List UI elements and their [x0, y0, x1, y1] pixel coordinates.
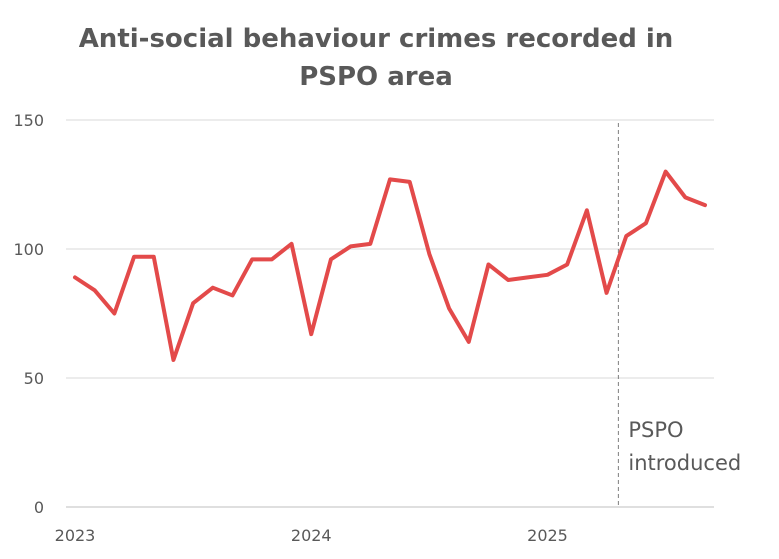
y-tick-label-0: 0: [34, 498, 44, 517]
chart-title: Anti-social behaviour crimes recorded in…: [0, 20, 752, 96]
data-point-4: [152, 255, 156, 259]
data-point-9: [250, 257, 254, 261]
data-point-14: [349, 244, 353, 248]
x-tick-label-2024: 2024: [291, 526, 332, 545]
x-tick-label-2023: 2023: [55, 526, 96, 545]
data-point-20: [467, 340, 471, 344]
data-point-1: [93, 288, 97, 292]
gridlines: [66, 119, 714, 508]
annotations: PSPO introduced: [617, 123, 741, 507]
data-point-13: [329, 257, 333, 261]
data-point-23: [526, 275, 530, 279]
data-point-21: [486, 262, 490, 266]
data-point-32: [703, 203, 707, 207]
data-point-12: [309, 332, 313, 336]
data-point-17: [408, 180, 412, 184]
data-point-18: [427, 252, 431, 256]
data-point-11: [290, 242, 294, 246]
data-point-6: [191, 301, 195, 305]
series-line-0: [73, 169, 707, 362]
data-point-16: [388, 177, 392, 181]
x-tick-label-2025: 2025: [527, 526, 568, 545]
data-point-8: [231, 293, 235, 297]
data-point-29: [644, 221, 648, 225]
data-point-3: [132, 255, 136, 259]
data-point-24: [546, 273, 550, 277]
data-point-22: [506, 278, 510, 282]
pspo-annotation-line-1: PSPO: [628, 418, 683, 442]
y-axis-tick-labels: 0 50 100 150: [13, 111, 44, 517]
data-point-15: [368, 242, 372, 246]
data-point-19: [447, 306, 451, 310]
data-point-25: [565, 262, 569, 266]
y-tick-label-50: 50: [24, 369, 44, 388]
chart-title-line-2: PSPO area: [299, 62, 453, 92]
data-point-2: [112, 312, 116, 316]
data-point-31: [683, 195, 687, 199]
data-point-5: [171, 358, 175, 362]
data-point-10: [270, 257, 274, 261]
series-layer: [73, 169, 707, 362]
x-axis-tick-labels: 2023 2024 2025: [55, 526, 568, 545]
data-point-27: [605, 291, 609, 295]
y-tick-label-150: 150: [13, 111, 44, 130]
data-point-30: [664, 170, 668, 174]
data-point-7: [211, 286, 215, 290]
data-point-0: [73, 275, 77, 279]
data-point-28: [624, 234, 628, 238]
y-tick-label-100: 100: [13, 240, 44, 259]
chart-title-line-1: Anti-social behaviour crimes recorded in: [78, 24, 674, 54]
pspo-annotation-line-2: introduced: [628, 451, 741, 475]
data-point-26: [585, 208, 589, 212]
